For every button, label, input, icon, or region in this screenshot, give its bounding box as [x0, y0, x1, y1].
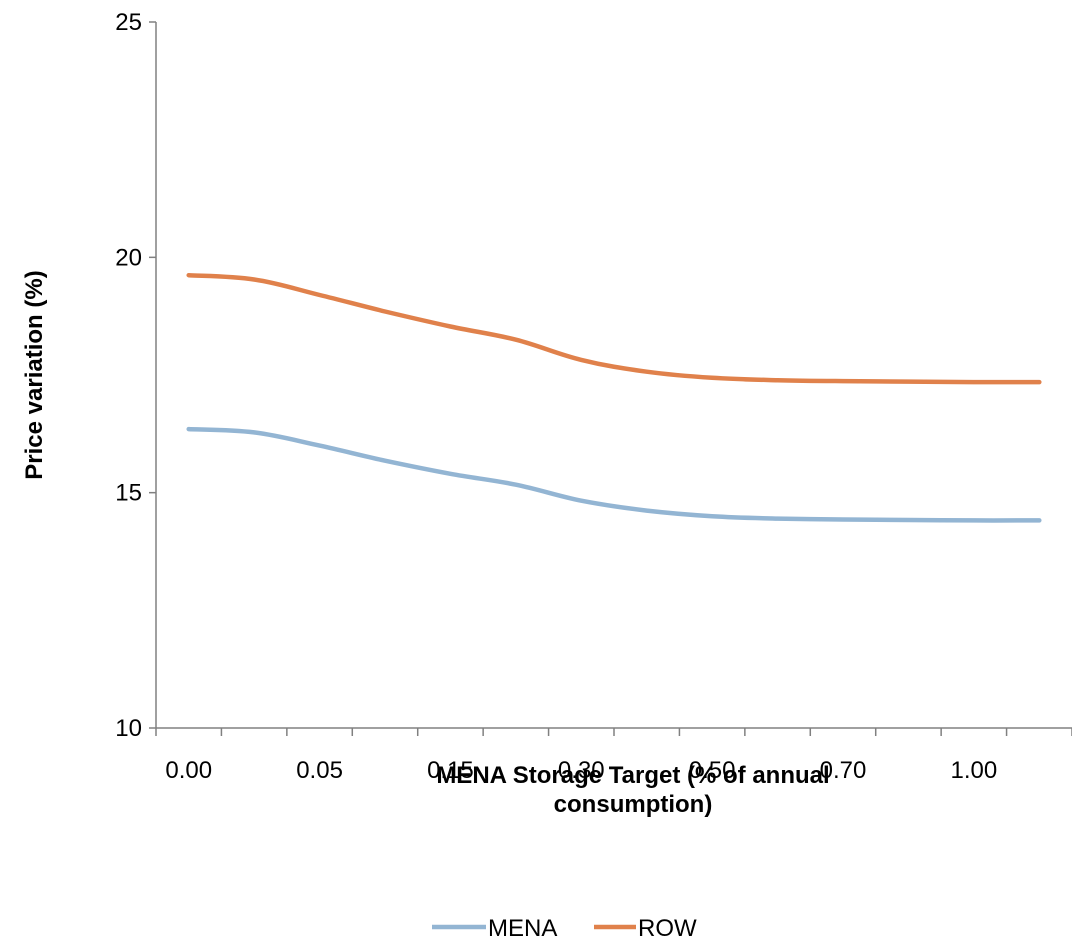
legend-label-row: ROW [638, 915, 697, 940]
series-layer [186, 272, 1042, 523]
y-tick-label: 15 [115, 480, 142, 507]
plot-area: 10 15 20 25 0.00 0.05 0.15 0.30 0.50 0.70 1.00 [115, 9, 1072, 784]
y-tick-label: 25 [115, 9, 142, 36]
series-line-row [186, 272, 1042, 385]
y-tick-label: 20 [115, 244, 142, 271]
x-tick-label: 0.05 [296, 757, 343, 784]
x-tick-label: 0.30 [558, 757, 605, 784]
legend-label-mena: MENA [488, 915, 557, 940]
legend: MENA ROW [432, 915, 697, 940]
x-tick-label: 0.00 [165, 757, 212, 784]
y-axis-title: Price variation (%) [21, 270, 48, 479]
x-tick-label: 1.00 [950, 757, 997, 784]
x-tick-label: 0.50 [689, 757, 736, 784]
x-axis-title-line-1: MENA Storage Target (% of annual [436, 762, 829, 789]
x-tick-label: 0.70 [820, 757, 867, 784]
series-line-mena [186, 426, 1042, 523]
x-axis-title-line-2: consumption) [554, 791, 713, 818]
x-tick-label: 0.15 [427, 757, 474, 784]
y-tick-label: 10 [115, 715, 142, 742]
